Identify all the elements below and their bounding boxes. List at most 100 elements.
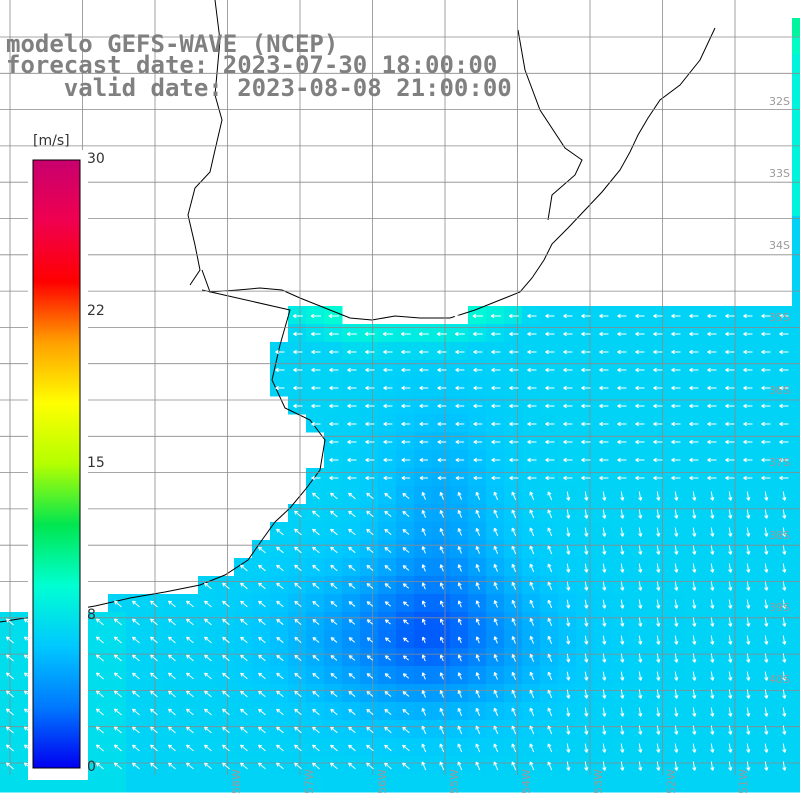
field-cell [342,468,361,487]
wind-arrow [599,439,609,445]
field-cell [774,414,793,433]
wind-arrow [602,545,607,555]
wind-arrow [674,491,679,501]
wind-arrow [527,439,537,445]
wind-arrow [366,492,374,500]
wind-arrow [529,725,535,735]
wind-arrow [508,313,519,319]
field-cell [684,468,703,487]
wind-arrow [674,527,679,537]
wind-arrow [656,707,661,717]
wind-arrow [566,743,571,753]
wind-arrow [276,726,284,734]
field-cell [468,450,487,469]
wind-arrow [168,672,176,680]
wind-arrow [617,439,627,445]
field-cell [378,342,397,361]
wind-arrow [491,367,501,373]
wind-arrow [509,385,519,391]
lat-label: 34S [769,239,790,252]
field-cell [774,378,793,397]
wind-arrow [707,403,717,409]
wind-arrow [728,743,733,753]
field-cell [522,468,541,487]
field-cell [738,522,757,541]
wind-arrow [439,636,444,644]
wind-arrow [511,689,517,699]
wind-arrow [240,654,248,662]
wind-arrow [222,600,230,608]
field-cell [630,522,649,541]
wind-arrow [330,655,338,661]
wind-arrow [707,457,717,463]
wind-arrow [186,654,194,662]
wind-arrow [294,654,302,662]
field-cell [432,774,451,793]
wind-arrow [617,421,627,427]
field-cell [648,702,667,721]
wind-arrow [493,725,499,735]
wind-arrow [294,708,302,716]
field-cell [756,594,775,613]
wind-arrow [674,653,679,663]
coastline [0,0,716,623]
wind-arrow [457,509,463,518]
field-cell [756,306,775,325]
wind-arrow [168,600,176,608]
field-cell [738,666,757,685]
field-cell [360,774,379,793]
field-cell [594,486,613,505]
wind-arrow [186,618,194,626]
field-cell [630,306,649,325]
wind-arrow [457,725,463,735]
wind-arrow [547,599,553,609]
wind-arrow [276,636,284,644]
wind-arrow [782,653,787,663]
wind-arrow [294,744,302,752]
wind-arrow [638,581,643,591]
field-cell [684,450,703,469]
wind-arrow [366,655,374,661]
wind-arrow [475,582,480,590]
field-cell [504,774,523,793]
wind-arrow [779,403,789,409]
wind-arrow [419,367,429,373]
field-cell [306,378,325,397]
wind-arrow [493,689,499,698]
field-cell [720,360,739,379]
wind-arrow [692,689,697,699]
wind-arrow [204,690,212,698]
wind-arrow [491,349,501,355]
field-cell [738,540,757,559]
field-cell [324,468,343,487]
field-cell [288,360,307,379]
wind-arrow [421,761,427,771]
wind-arrow [293,349,303,355]
wind-arrow [566,491,571,501]
wind-arrow [746,653,751,663]
wind-arrow [493,545,499,554]
wind-arrow [707,475,717,481]
wind-arrow [366,546,374,554]
field-cell [360,360,379,379]
field-cell [396,396,415,415]
wind-arrow [656,509,661,519]
wind-arrow [545,475,555,481]
wind-arrow [746,761,751,771]
wind-arrow [384,492,392,500]
wind-arrow [584,545,589,555]
wind-arrow [402,762,410,770]
field-cell [684,378,703,397]
field-cell [684,630,703,649]
field-cell [648,630,667,649]
wind-arrow [186,600,194,608]
wind-arrow [707,385,717,391]
field-cell [558,558,577,577]
wind-arrow [511,636,516,644]
wind-arrow [348,690,356,697]
field-cell [720,432,739,451]
field-cell [684,396,703,415]
wind-arrow [275,349,285,355]
wind-arrow [689,385,699,391]
lat-label: 36S [769,384,790,397]
